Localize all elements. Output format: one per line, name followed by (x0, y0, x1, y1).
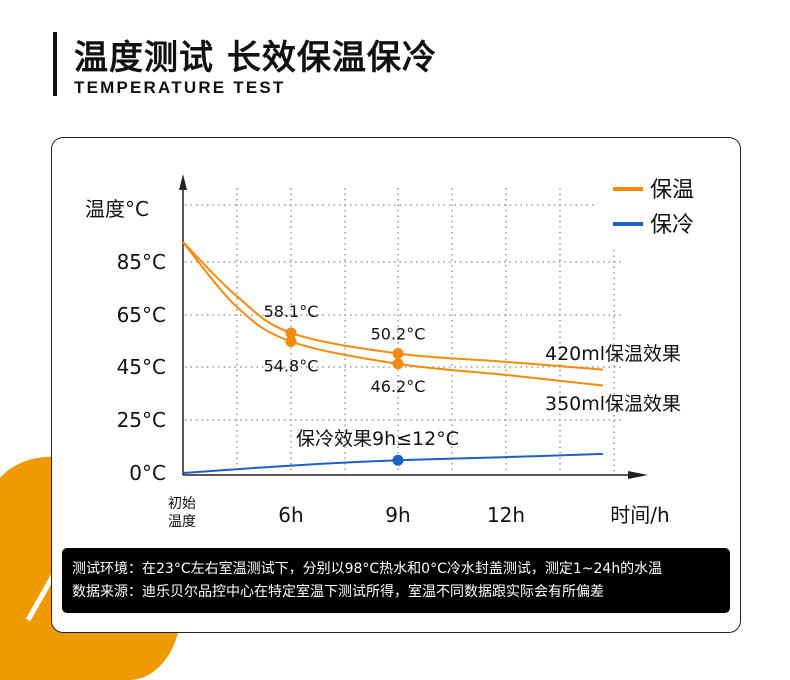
page-subtitle: TEMPERATURE TEST (74, 78, 286, 97)
page-title: 温度测试 长效保温保冷 (74, 38, 437, 78)
x-axis-arrow (628, 471, 648, 479)
y-tick-label: 45°C (117, 355, 166, 379)
series-label-420ml: 420ml保温效果 (545, 343, 681, 365)
x-tick-label: 9h (385, 503, 410, 527)
data-point-marker (285, 336, 297, 348)
data-point-label: 50.2°C (371, 324, 426, 343)
series-label-350ml: 350ml保温效果 (545, 393, 681, 415)
data-point-label: 54.8°C (264, 357, 319, 376)
cold-annotation: 保冷效果9h≤12°C (296, 428, 459, 450)
y-tick-label: 25°C (117, 408, 166, 432)
x-tick-label: 6h (278, 503, 303, 527)
note-line-source: 数据来源：迪乐贝尔品控中心在特定室温下测试所得，室温不同数据跟实际会有所偏差 (72, 584, 604, 600)
series-line-3 (182, 452, 604, 474)
y-tick-label: 85°C (117, 250, 166, 274)
x-axis-title: 时间/h (610, 503, 669, 527)
y-axis-arrow (179, 174, 187, 190)
data-point-marker (285, 327, 297, 339)
title-accent-bar (53, 32, 57, 96)
y-tick-label: 0°C (129, 461, 166, 485)
legend-label: 保冷 (650, 213, 694, 238)
data-point-label: 58.1°C (264, 302, 319, 321)
x-tick-label: 12h (487, 503, 525, 527)
legend-label: 保温 (650, 178, 694, 203)
test-note: 测试环境：在23°C左右室温测试下，分别以98°C热水和0°C冷水封盖测试，测定… (62, 548, 730, 613)
data-point-marker (392, 454, 404, 466)
y-axis-title: 温度°C (85, 197, 149, 221)
note-line-environment: 测试环境：在23°C左右室温测试下，分别以98°C热水和0°C冷水封盖测试，测定… (72, 561, 663, 577)
x-tick-label: 温度 (168, 514, 196, 530)
x-tick-label: 初始 (168, 495, 196, 512)
data-point-label: 46.2°C (371, 377, 426, 396)
y-tick-label: 65°C (117, 303, 166, 327)
series-line-1 (182, 241, 604, 371)
data-point-marker (392, 358, 404, 370)
series-line-2 (182, 241, 604, 387)
data-point-marker (392, 347, 404, 359)
